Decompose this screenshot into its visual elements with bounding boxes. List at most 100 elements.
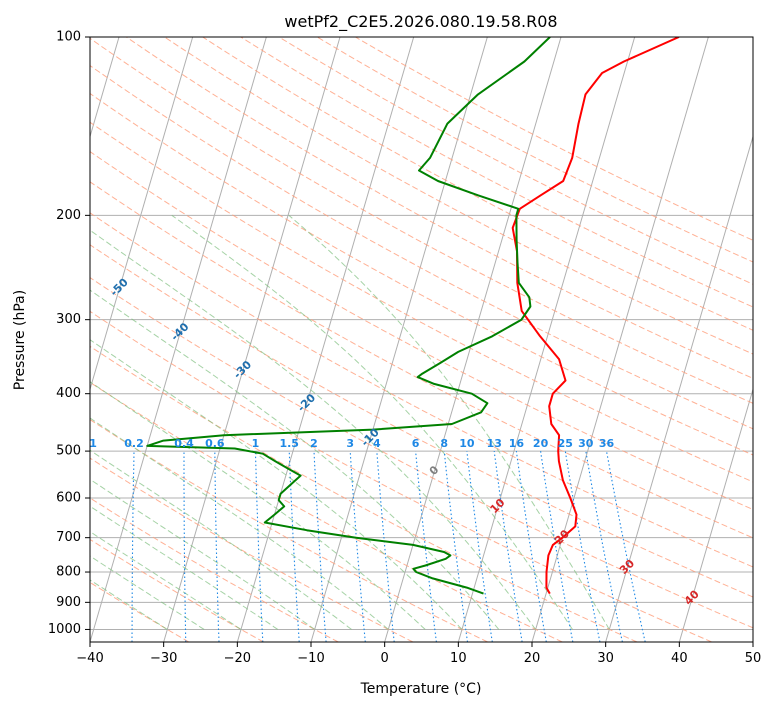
y-axis-title: Pressure (hPa) — [12, 290, 28, 390]
y-tick-label: 400 — [56, 386, 81, 401]
isotherm-label: -60 — [48, 228, 71, 251]
y-tick-label: 300 — [56, 312, 81, 327]
isotherm-line — [236, 37, 415, 642]
mixing-ratio-line — [564, 451, 601, 642]
mixing-ratio-line — [288, 451, 300, 642]
isotherm-label: 0 — [427, 463, 442, 478]
moist-adiabat — [90, 505, 279, 630]
mixing-ratio-label: 0.4 — [174, 437, 194, 450]
moist-adiabat — [90, 289, 500, 630]
mixing-ratio-label: 10 — [459, 437, 475, 450]
mixing-ratio-line — [515, 451, 547, 642]
x-tick-label: 20 — [524, 651, 541, 666]
dry-adiabat — [164, 37, 753, 355]
isotherm-line — [752, 640, 753, 642]
mixing-ratio-line — [82, 451, 87, 642]
isotherm-label: -70 — [0, 176, 13, 199]
isotherm-line — [531, 37, 709, 642]
x-tick-label: 50 — [745, 651, 762, 666]
dry-adiabat — [90, 212, 753, 568]
isotherm-label: -40 — [168, 320, 191, 343]
dry-adiabat — [90, 276, 753, 629]
moist-adiabat — [90, 229, 537, 630]
x-tick-label: −20 — [224, 651, 251, 666]
x-axis-title: Temperature (°C) — [360, 681, 482, 697]
mixing-ratio-label: 20 — [533, 437, 549, 450]
isotherm-line — [605, 134, 753, 642]
y-tick-label: 200 — [56, 208, 81, 223]
moist-adiabat — [90, 339, 463, 630]
moist-adiabat — [90, 417, 389, 630]
axis-ticks: −40 −30 −20 −10 0 10 20 30 40 5010020030040050060… — [48, 30, 761, 667]
dry-adiabat — [90, 244, 753, 598]
mixing-ratio-line — [466, 451, 493, 642]
isotherm-line — [90, 37, 194, 392]
dry-adiabat — [90, 381, 563, 642]
dry-adiabat — [90, 92, 753, 456]
moist-adiabat — [90, 478, 315, 630]
x-tick-label: 40 — [671, 651, 688, 666]
mixing-ratio-line — [313, 451, 327, 642]
dry-adiabat — [90, 457, 414, 642]
moist-adiabat — [90, 579, 168, 630]
mixing-ratio-line — [493, 451, 523, 642]
chart-title: wetPf2_C2E5.2026.080.19.58.R08 — [284, 12, 557, 32]
x-tick-label: −30 — [150, 651, 177, 666]
y-tick-label: 900 — [56, 595, 81, 610]
mixing-ratio-label: 1.5 — [279, 437, 299, 450]
x-tick-label: −10 — [297, 651, 324, 666]
x-tick-label: 0 — [381, 651, 389, 666]
mixing-ratio-label: 2 — [310, 437, 318, 450]
dry-adiabat — [126, 37, 753, 379]
mixing-ratio-line — [540, 451, 574, 642]
y-tick-label: 600 — [56, 491, 81, 506]
mixing-ratio-label: 3 — [346, 437, 354, 450]
isotherm-line — [384, 37, 562, 642]
dry-adiabat — [90, 181, 753, 539]
y-tick-label: 800 — [56, 565, 81, 580]
moist-adiabat — [171, 214, 573, 630]
mixing-ratio-label: 0.1 — [77, 437, 97, 450]
plot-frame — [89, 36, 754, 643]
mixing-ratio-line — [415, 451, 437, 642]
dry-adiabat — [90, 581, 190, 642]
sounding-profiles — [146, 37, 680, 595]
isotherm-label: 30 — [617, 557, 637, 577]
mixing-ratio-label: 1 — [252, 437, 260, 450]
mixing-ratio-label: 16 — [509, 437, 525, 450]
isotherm-line — [457, 37, 636, 642]
moist-adiabat — [90, 449, 352, 630]
isotherm-line — [678, 387, 753, 642]
dry-adiabat — [355, 37, 753, 241]
dry-adiabat — [90, 37, 753, 404]
mixing-ratio-label: 25 — [558, 437, 573, 450]
mixing-ratio-label: 4 — [373, 437, 381, 450]
isotherm-line — [163, 37, 341, 642]
background-lines — [82, 37, 753, 642]
y-tick-label: 500 — [56, 444, 81, 459]
mixing-ratio-line — [349, 451, 366, 642]
dry-adiabat — [278, 37, 753, 285]
isotherm-label: 10 — [488, 496, 508, 516]
dry-adiabat — [90, 310, 712, 642]
moist-adiabat — [90, 555, 205, 630]
mixing-ratio-label: 0.6 — [205, 437, 225, 450]
mixing-ratio-label: 0.2 — [124, 437, 144, 450]
isotherm-label: -50 — [108, 276, 131, 299]
dry-adiabat — [90, 538, 264, 642]
mixing-ratio-label: 36 — [599, 437, 615, 450]
overlay-labels: 0.10.20.40.611.52346810131620253036-100-… — [0, 176, 702, 608]
dry-adiabat — [202, 37, 753, 331]
moist-adiabat — [90, 381, 426, 630]
dry-adiabat — [90, 151, 753, 511]
dry-adiabat — [90, 121, 753, 483]
dry-adiabat — [240, 37, 753, 308]
isotherm-line — [90, 37, 267, 642]
temperature-line — [511, 37, 680, 595]
x-tick-label: 10 — [450, 651, 467, 666]
mixing-ratio-line — [605, 450, 646, 642]
y-tick-label: 100 — [56, 30, 81, 45]
mixing-ratio-label: 6 — [412, 437, 420, 450]
isotherm-label: -20 — [295, 391, 318, 414]
